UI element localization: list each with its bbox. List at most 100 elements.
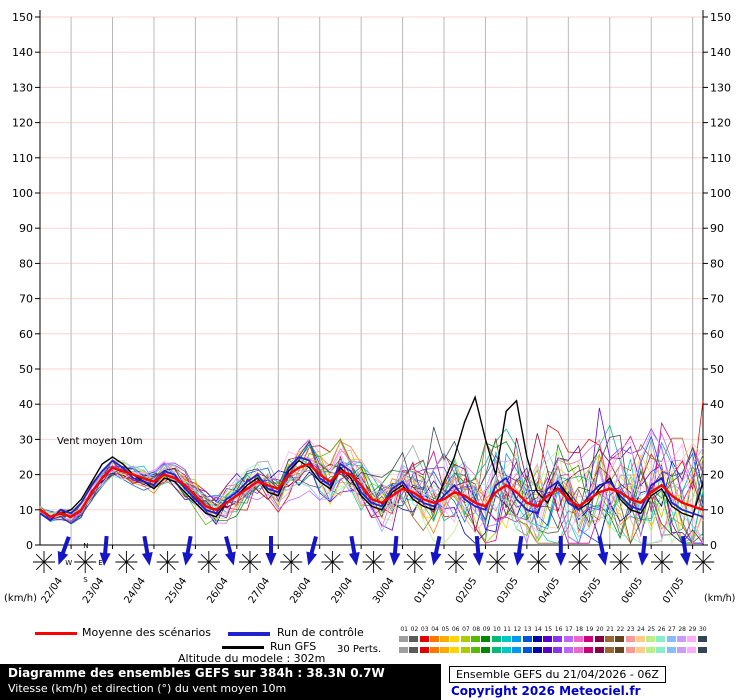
member-color-swatch: [429, 636, 439, 642]
ytick-right: 0: [710, 539, 717, 552]
ytick-right: 110: [710, 152, 731, 165]
member-color-swatch: [471, 636, 481, 642]
date-label: 04/05: [537, 576, 563, 606]
wind-arrow-icon: [513, 535, 525, 566]
member-color-swatch: [697, 636, 707, 642]
member-number: 30: [698, 626, 707, 633]
legend-perts-label: 30 Perts.: [337, 644, 382, 655]
compass-spoke: [241, 553, 259, 571]
member-line: [39, 449, 704, 545]
member-swatches-row-1: [399, 636, 708, 642]
member-number: 10: [493, 626, 501, 633]
member-color-swatch: [450, 647, 460, 653]
legend-mean-line: [35, 632, 77, 635]
legend-control-label: Run de contrôle: [277, 626, 364, 639]
member-color-swatch: [491, 636, 501, 642]
member-color-swatch: [677, 647, 687, 653]
series-line-0: [39, 462, 704, 519]
unit-label-right: (km/h): [704, 593, 735, 604]
run-info-box: Ensemble GEFS du 21/04/2026 - 06Z: [449, 666, 666, 683]
compass-spoke: [159, 553, 176, 571]
member-color-swatch: [604, 636, 614, 642]
ytick-left: 20: [19, 469, 33, 482]
legend-gfs-label: Run GFS: [270, 640, 317, 653]
member-color-swatch: [615, 636, 625, 642]
ytick-right: 90: [710, 222, 724, 235]
ytick-right: 150: [710, 11, 731, 24]
wind-arrow-icon: [597, 535, 609, 566]
wind-arrow-icon: [679, 535, 691, 566]
member-color-swatch: [615, 647, 625, 653]
ytick-right: 10: [710, 504, 724, 517]
wind-direction-row: N E S W: [33, 535, 715, 584]
member-line: [39, 426, 704, 544]
copyright-text: Copyright 2026 Meteociel.fr: [451, 684, 641, 698]
compass-label: N: [83, 542, 88, 550]
ytick-right: 50: [710, 363, 724, 376]
ensemble-chart: 22/04 23/04 24/04 25/04 26/04 27/04 28/04 29/04…: [4, 10, 735, 606]
member-number: 03: [420, 626, 429, 633]
member-number: 13: [523, 626, 532, 633]
footer-title: Diagramme des ensembles GEFS sur 384h : …: [8, 666, 385, 680]
member-number: 23: [626, 626, 635, 633]
ytick-left: 150: [12, 11, 33, 24]
member-color-swatch: [584, 647, 594, 653]
member-number: 20: [595, 626, 604, 633]
date-label: 01/05: [412, 576, 438, 606]
ytick-left: 10: [19, 504, 33, 517]
ytick-right: 30: [710, 433, 724, 446]
member-color-swatch: [625, 636, 635, 642]
date-label: 24/04: [122, 576, 148, 606]
date-label: 26/04: [205, 576, 231, 606]
member-swatches-row-2: [399, 647, 708, 653]
member-number: 29: [688, 626, 697, 633]
date-label: 28/04: [288, 576, 314, 606]
member-number: 21: [606, 626, 614, 633]
member-color-swatch: [604, 647, 614, 653]
compass-spoke: [406, 553, 423, 571]
ytick-left: 100: [12, 187, 33, 200]
ytick-left: 140: [12, 46, 33, 59]
ytick-right: 40: [710, 398, 724, 411]
ytick-left: 0: [26, 539, 33, 552]
ytick-left: 110: [12, 152, 33, 165]
date-label: 22/04: [40, 576, 66, 606]
ensemble-member-lines: [39, 400, 704, 545]
footer-subtitle: Vitesse (km/h) et direction (°) du vent …: [8, 682, 287, 695]
date-label: 29/04: [330, 576, 356, 606]
member-number: 26: [657, 626, 666, 633]
member-number: 12: [513, 626, 522, 633]
member-color-swatch: [563, 636, 573, 642]
member-color-swatch: [522, 647, 532, 653]
member-color-swatch: [429, 647, 439, 653]
member-color-swatch: [574, 647, 584, 653]
member-color-swatch: [440, 636, 450, 642]
ytick-left: 40: [19, 398, 33, 411]
member-color-swatch: [553, 636, 563, 642]
member-number: 18: [575, 626, 584, 633]
member-number: 01: [400, 626, 408, 633]
ytick-left: 30: [19, 433, 33, 446]
member-color-swatch: [594, 647, 604, 653]
member-number: 06: [451, 626, 460, 633]
member-color-swatch: [563, 647, 573, 653]
member-color-swatch: [635, 647, 645, 653]
member-number: 16: [554, 626, 563, 633]
legend-mean-label: Moyenne des scénarios: [82, 626, 211, 639]
compass-spoke: [489, 553, 506, 571]
member-color-swatch: [635, 636, 645, 642]
member-color-swatch: [512, 636, 522, 642]
wind-arrow-icon: [430, 535, 442, 566]
member-number: 05: [441, 626, 450, 633]
date-label: 07/05: [661, 576, 687, 606]
compass-spoke: [612, 553, 629, 571]
member-color-swatch: [409, 647, 419, 653]
ytick-left: 60: [19, 328, 33, 341]
member-color-swatch: [399, 647, 408, 653]
wind-arrow-icon: [637, 535, 649, 566]
member-number: 17: [565, 626, 573, 633]
footer-black-box: Diagramme des ensembles GEFS sur 384h : …: [0, 664, 441, 700]
member-number: 19: [585, 626, 594, 633]
footer: Diagramme des ensembles GEFS sur 384h : …: [0, 664, 740, 700]
